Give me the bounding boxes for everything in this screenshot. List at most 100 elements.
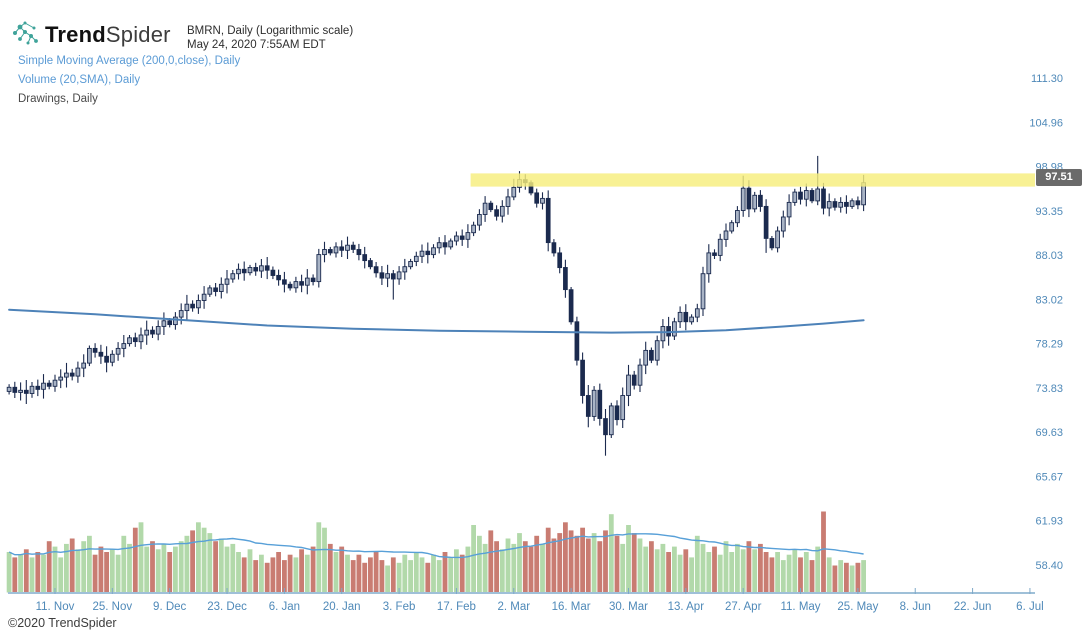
indicator-legend: Simple Moving Average (200,0,close), Dai… [18, 52, 240, 109]
volume-bar [517, 533, 522, 593]
volume-bar [683, 549, 689, 593]
candle-up [207, 287, 213, 295]
candle-up [505, 196, 511, 207]
volume-bar [809, 560, 815, 593]
volume-bar [654, 549, 660, 593]
volume-bar [144, 546, 150, 593]
x-axis-label: 22. Jun [954, 601, 992, 613]
volume-bar [735, 543, 740, 593]
candle-up [127, 337, 132, 345]
candle-up [591, 389, 597, 417]
volume-bar [41, 554, 46, 593]
candle-up [752, 194, 758, 210]
candle-up [482, 202, 488, 215]
resistance-zone-drawing[interactable] [470, 173, 1036, 187]
volume-bar [637, 538, 643, 593]
volume-bar [173, 546, 178, 593]
volume-bar [121, 535, 127, 593]
volume-bar [769, 557, 775, 593]
volume-bar [803, 552, 809, 593]
x-axis-label: 16. Mar [552, 601, 591, 613]
volume-bar [368, 557, 373, 593]
volume-bar [792, 549, 798, 593]
candle-down [35, 385, 41, 390]
volume-bar [12, 557, 18, 593]
y-axis-label: 73.83 [1035, 383, 1063, 395]
volume-bar [98, 546, 104, 593]
volume-bar [557, 533, 563, 593]
candle-up [540, 197, 545, 204]
volume-bar [207, 533, 213, 593]
candle-down [276, 274, 281, 281]
candle-up [431, 247, 436, 256]
chart-timestamp: May 24, 2020 7:55AM EDT [187, 39, 326, 51]
legend-item-sma[interactable]: Simple Moving Average (200,0,close), Dai… [18, 55, 241, 67]
candle-down [264, 265, 270, 271]
candle-up [196, 300, 201, 309]
volume-bar [310, 546, 316, 593]
volume-bar [385, 565, 390, 593]
volume-bar [786, 554, 792, 593]
candle-down [809, 190, 815, 202]
volume-bar [442, 552, 448, 593]
volume-bar [253, 560, 259, 593]
volume-sma-line [8, 533, 864, 559]
candle-up [677, 311, 683, 323]
candle-up [178, 310, 184, 318]
candle-down [649, 349, 654, 361]
candle-down [362, 254, 368, 262]
volume-bar [643, 546, 649, 593]
y-axis-label: 104.96 [1029, 117, 1063, 129]
volume-bar [408, 560, 413, 593]
candle-up [792, 191, 798, 203]
volume-bar [282, 560, 287, 593]
price-axis-tag: 97.51 [1036, 169, 1082, 187]
candle-down [568, 289, 574, 323]
candle-down [557, 252, 563, 269]
candle-down [132, 337, 138, 343]
candle-down [459, 235, 465, 240]
volume-bar [167, 552, 173, 593]
candle-up [345, 244, 350, 251]
brand-trend: Trend [45, 22, 106, 47]
volume-bar [236, 552, 241, 593]
candle-up [184, 303, 190, 312]
volume-bar [161, 543, 167, 593]
candle-down [603, 418, 608, 436]
candle-up [780, 216, 786, 232]
legend-item-drawings[interactable]: Drawings, Daily [18, 93, 98, 105]
copyright-notice: ©2020 TrendSpider [8, 616, 117, 630]
y-axis-label: 58.40 [1035, 560, 1063, 572]
candle-up [64, 372, 69, 378]
candle-down [339, 246, 345, 251]
candle-up [454, 235, 459, 242]
candle-down [46, 382, 52, 387]
y-axis-label: 111.30 [1031, 73, 1063, 85]
candle-up [637, 364, 643, 386]
candle-down [631, 374, 637, 386]
volume-bar [264, 562, 270, 593]
x-axis-label: 9. Dec [153, 601, 186, 613]
y-axis-label: 83.02 [1035, 294, 1063, 306]
candle-down [98, 351, 104, 357]
candle-down [580, 359, 585, 396]
volume-bar [304, 554, 310, 593]
volume-bar [798, 557, 803, 593]
candle-down [534, 192, 540, 204]
volume-bar [150, 541, 155, 593]
candle-down [299, 281, 304, 286]
volume-bar [821, 511, 826, 593]
candle-up [87, 347, 92, 364]
volume-bar [339, 546, 345, 593]
volume-bar [259, 554, 264, 593]
symbol-title: BMRN, Daily (Logarithmic scale) [187, 25, 354, 37]
volume-bar [322, 527, 327, 593]
volume-bar [677, 554, 683, 593]
volume-bar [574, 535, 580, 593]
candle-up [729, 222, 735, 232]
candle-up [402, 266, 408, 273]
volume-bar [482, 543, 488, 593]
volume-bar [488, 530, 494, 593]
legend-item-volume[interactable]: Volume (20,SMA), Daily [18, 74, 141, 86]
